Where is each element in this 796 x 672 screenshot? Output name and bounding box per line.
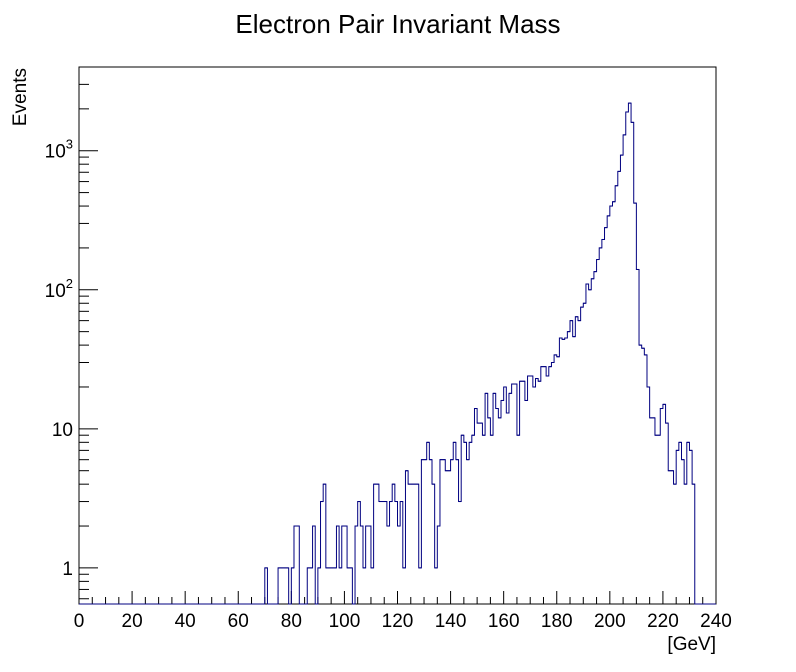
y-tick-label: 103 <box>45 137 73 163</box>
x-tick-label: 100 <box>329 611 361 632</box>
x-tick-label: 40 <box>175 611 196 632</box>
x-axis: 0 20 40 60 80 100 120 140 160 180 200 220 240 <box>74 591 732 632</box>
x-tick-label: 180 <box>541 611 573 632</box>
histogram-bins <box>264 102 695 569</box>
x-tick-label: 140 <box>435 611 467 632</box>
x-tick-label: 80 <box>281 611 302 632</box>
x-tick-label: 220 <box>647 611 679 632</box>
x-tick-label: 240 <box>700 611 732 632</box>
x-tick-label: 20 <box>122 611 143 632</box>
x-tick-label: 0 <box>74 611 85 632</box>
y-tick-label: 1 <box>62 559 73 580</box>
histogram-series <box>79 102 716 605</box>
y-axis-label: Events <box>10 68 31 126</box>
x-tick-label: 160 <box>488 611 520 632</box>
y-axis: 1 10 102 103 <box>45 66 98 600</box>
y-tick-label: 102 <box>45 276 73 302</box>
x-axis-label: [GeV] <box>667 634 716 655</box>
chart-title: Electron Pair Invariant Mass <box>235 9 560 39</box>
y-tick-label: 10 <box>52 420 73 441</box>
x-tick-label: 200 <box>594 611 626 632</box>
x-tick-label: 120 <box>382 611 414 632</box>
x-tick-label: 60 <box>228 611 249 632</box>
